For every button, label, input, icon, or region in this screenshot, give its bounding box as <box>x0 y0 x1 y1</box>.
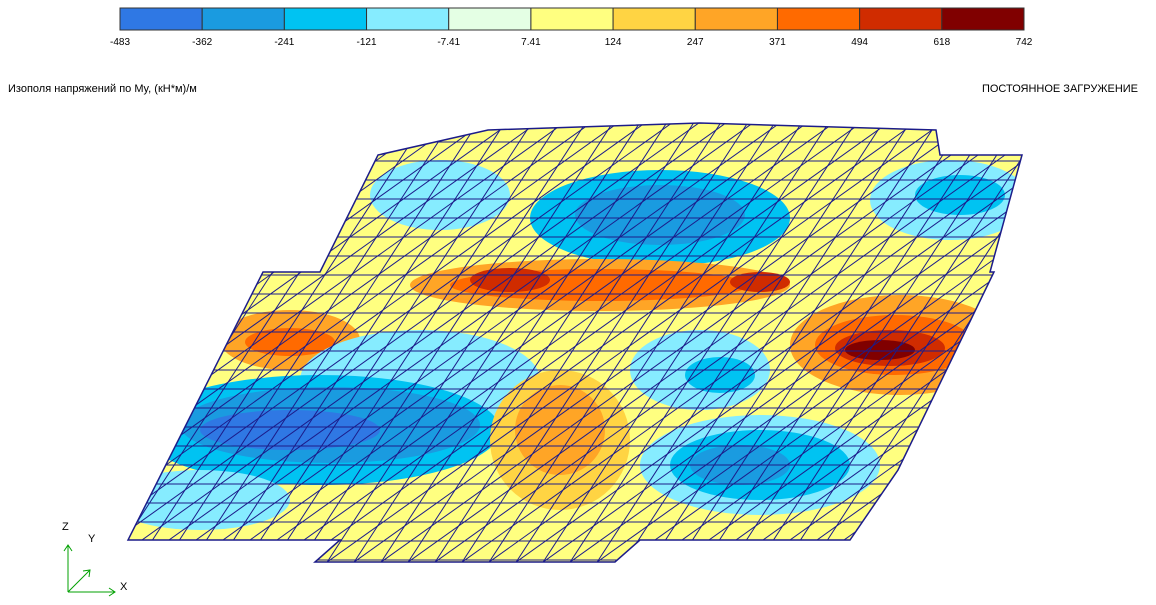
axis-triad <box>64 545 115 596</box>
mesh-line <box>0 110 54 580</box>
contour <box>685 357 755 393</box>
legend-label: 7.41 <box>521 37 541 48</box>
contour <box>370 160 510 230</box>
legend-swatch <box>202 8 284 30</box>
legend-label: 124 <box>605 37 622 48</box>
mesh-line <box>1072 110 1156 580</box>
screen: -483 -362 -241 -121 -7.41 7.41 124 247 371 494 618… <box>0 0 1156 600</box>
legend-label: 742 <box>1016 37 1033 48</box>
legend-label: -362 <box>192 37 212 48</box>
plot-title: Изополя напряжений по My, (кН*м)/м <box>8 83 197 95</box>
legend-label: -483 <box>110 37 130 48</box>
legend-label: 494 <box>851 37 868 48</box>
legend-swatch <box>613 8 695 30</box>
mesh-line <box>0 110 27 580</box>
legend-swatch <box>449 8 531 30</box>
legend-label: -7.41 <box>437 37 460 48</box>
color-legend: -483 -362 -241 -121 -7.41 7.41 124 247 371 494 618… <box>110 8 1033 48</box>
axis-z: Z <box>62 521 69 533</box>
legend-swatch <box>695 8 777 30</box>
mesh-line <box>0 110 135 580</box>
mesh-line <box>0 110 162 580</box>
contour-plot <box>0 110 1156 580</box>
mesh-line <box>1045 110 1156 580</box>
legend-swatch <box>777 8 859 30</box>
legend-swatch <box>367 8 449 30</box>
legend-swatch <box>120 8 202 30</box>
load-case: ПОСТОЯННОЕ ЗАГРУЖЕНИЕ <box>982 83 1138 95</box>
mesh-line <box>1018 110 1156 580</box>
axis-x: X <box>120 581 128 593</box>
contour <box>200 410 380 450</box>
legend-swatch <box>942 8 1024 30</box>
mesh-line <box>0 110 108 580</box>
legend-label: -121 <box>357 37 377 48</box>
legend-swatch <box>531 8 613 30</box>
mesh-line <box>0 110 81 580</box>
legend-label: -241 <box>274 37 294 48</box>
contour <box>575 185 745 245</box>
legend-swatch <box>860 8 942 30</box>
legend-label: 371 <box>769 37 786 48</box>
legend-label: 247 <box>687 37 704 48</box>
contour <box>915 175 1005 215</box>
axis-y: Y <box>88 533 96 545</box>
legend-label: 618 <box>933 37 950 48</box>
legend-swatch <box>284 8 366 30</box>
